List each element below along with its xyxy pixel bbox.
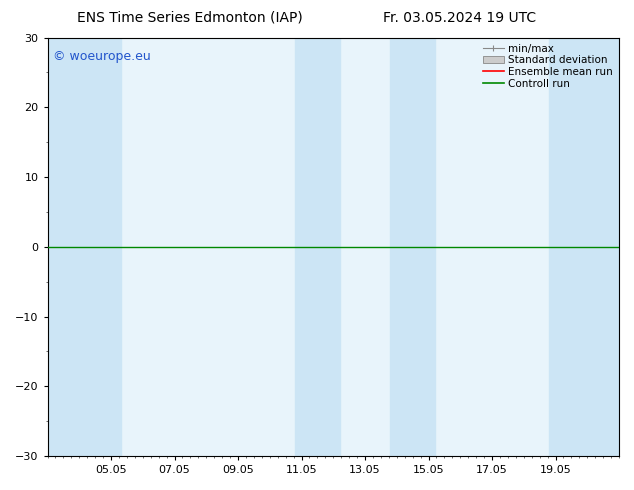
Text: ENS Time Series Edmonton (IAP): ENS Time Series Edmonton (IAP)	[77, 11, 303, 25]
Bar	[549, 38, 619, 456]
Bar	[295, 38, 340, 456]
Bar	[48, 38, 120, 456]
Text: Fr. 03.05.2024 19 UTC: Fr. 03.05.2024 19 UTC	[383, 11, 536, 25]
Text: © woeurope.eu: © woeurope.eu	[53, 50, 151, 63]
Bar	[391, 38, 435, 456]
Legend: min/max, Standard deviation, Ensemble mean run, Controll run: min/max, Standard deviation, Ensemble me…	[479, 40, 617, 93]
